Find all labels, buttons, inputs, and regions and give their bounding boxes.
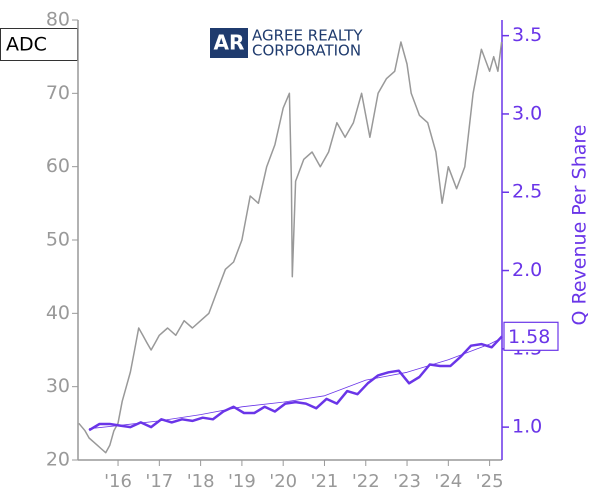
y2-tick-label: 1.0	[512, 416, 542, 438]
x-tick-label: '21	[311, 471, 339, 492]
y-tick-label: 40	[46, 302, 70, 324]
x-tick-label: '18	[187, 471, 215, 492]
logo-mark: AR	[214, 31, 245, 55]
last-value-box	[503, 321, 559, 351]
x-tick-label: '17	[145, 471, 173, 492]
y2-tick-label: 2.0	[512, 259, 542, 281]
y2-tick-label: 3.0	[512, 102, 542, 124]
y-tick-label: 60	[46, 155, 70, 177]
series-line	[78, 41, 503, 454]
y-tick-label: 70	[46, 82, 70, 104]
y-tick-label: 50	[46, 229, 70, 251]
x-tick-label: '20	[269, 471, 297, 492]
y-tick-label: 30	[46, 375, 70, 397]
logo-text: AGREE REALTY	[252, 27, 363, 45]
logo-text: CORPORATION	[252, 42, 361, 60]
x-tick-label: '23	[393, 471, 421, 492]
y-tick-label: 20	[46, 449, 70, 471]
series-line	[88, 335, 503, 432]
ticker: ADC	[6, 34, 47, 56]
y-tick-label: 80	[46, 9, 70, 31]
x-tick-label: '24	[434, 471, 462, 492]
x-tick-label: '16	[104, 471, 132, 492]
last-value-label: 1.58	[508, 326, 550, 348]
series-line	[89, 337, 503, 430]
logo-mark-box	[210, 28, 248, 58]
y2-tick-label: 2.5	[512, 181, 542, 203]
y2-tick-label: 3.5	[512, 24, 542, 46]
ticker-box	[0, 28, 78, 61]
x-tick-label: '19	[228, 471, 256, 492]
x-tick-label: '22	[352, 471, 380, 492]
x-tick-label: '25	[476, 471, 504, 492]
y2-axis-label: Q Revenue Per Share	[569, 125, 591, 326]
